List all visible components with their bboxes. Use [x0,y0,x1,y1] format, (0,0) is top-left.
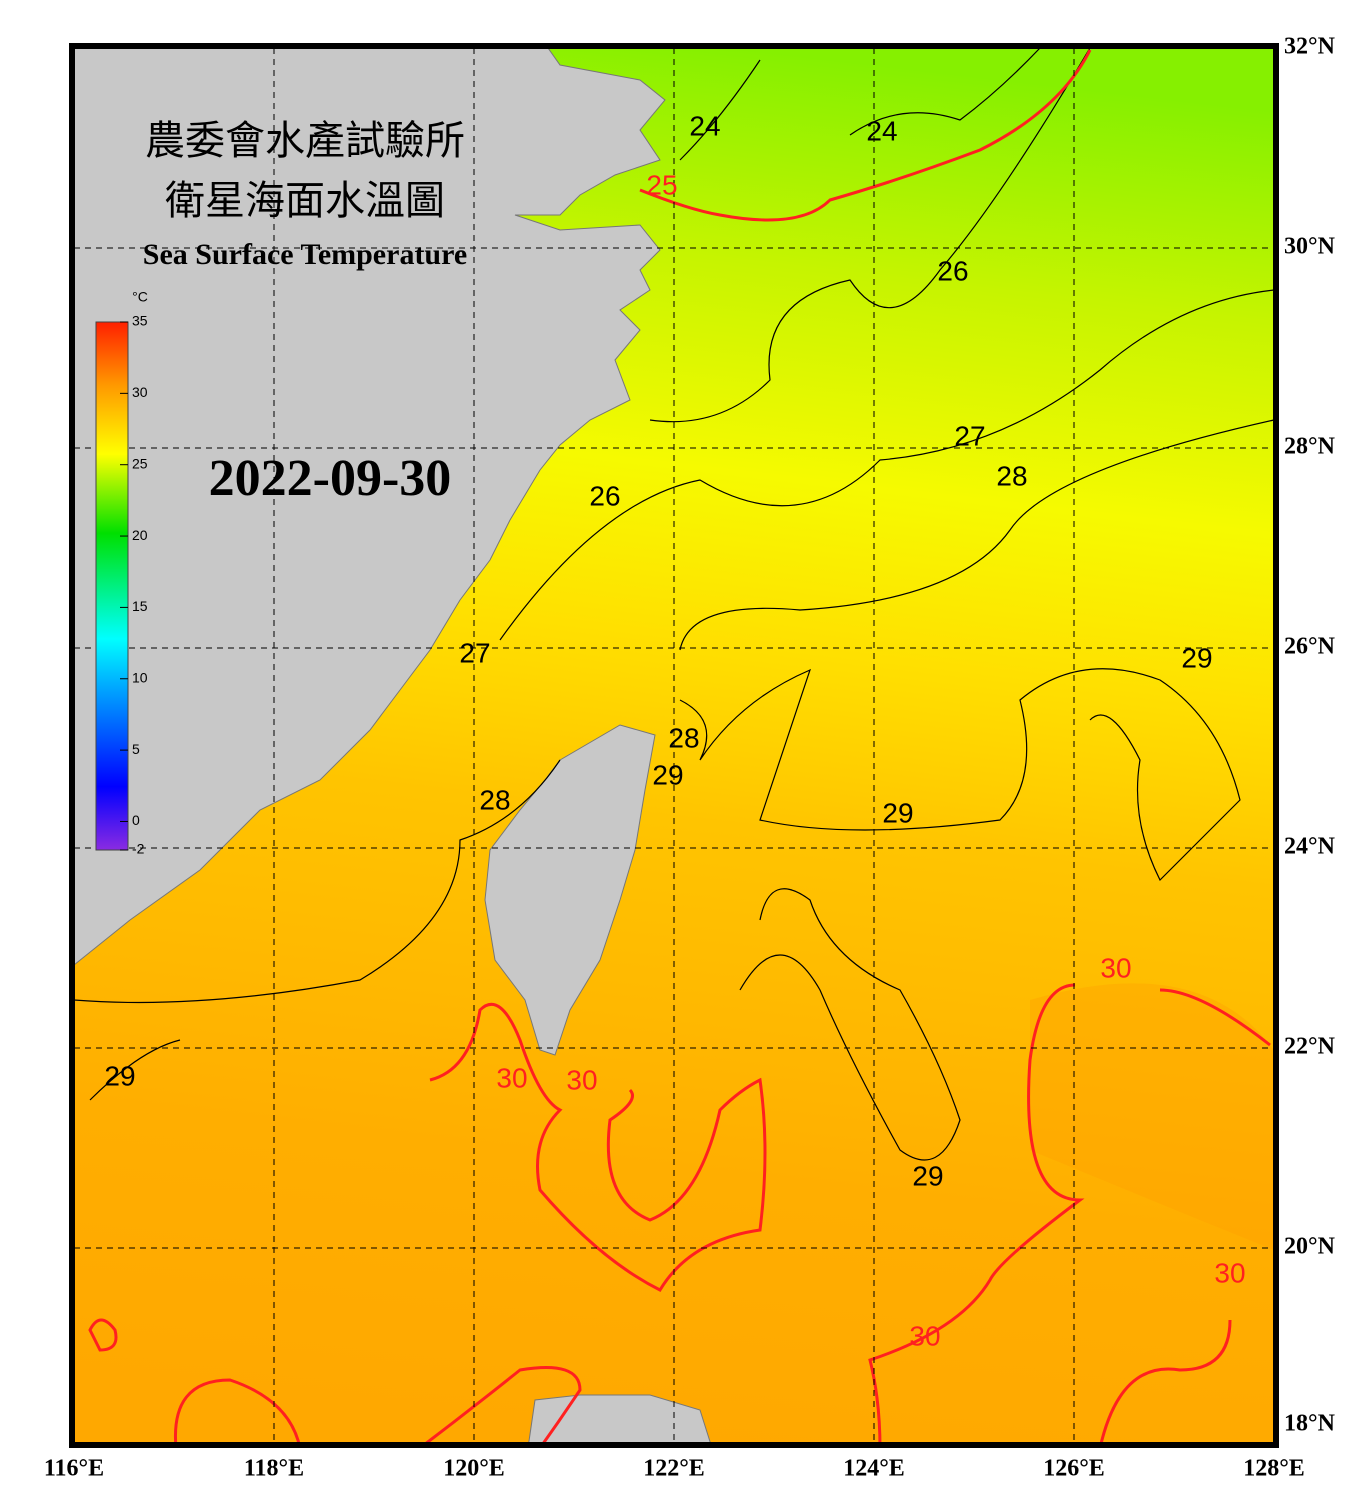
isotherms-30 [88,49,1271,1448]
contour-label: 30 [496,1062,527,1093]
frame [69,43,1279,1448]
date: 2022-09-30 [209,450,452,507]
colorbar-tick-label: 10 [132,669,148,685]
colorbar-unit: °C [132,289,148,305]
lon-tick-label: 122°E [643,1456,705,1482]
contour-label: 27 [459,637,490,668]
lon-tick-label: 116°E [44,1456,104,1482]
land-china [74,48,666,966]
lat-tick-label: 26°N [1284,634,1336,660]
contour-label: 27 [954,420,985,451]
contour-label: 29 [104,1060,135,1091]
contour-label: 29 [912,1160,943,1191]
graticule [74,48,1274,1448]
isotherm [679,419,1274,651]
colorbar-tick-label: 15 [132,598,148,614]
contour-label: 28 [479,784,510,815]
axis-labels: 116°E 118°E 120°E 122°E 124°E 126°E 128°E 18°N 2… [44,34,1336,1482]
map-body: 24 24 25 26 27 28 26 27 29 28 29 28 29 30 29 30 30 29 30 30 [74,48,1274,1448]
contour-label: 24 [689,110,720,141]
isotherm [499,289,1274,641]
warm-patch [1030,983,1274,1250]
isotherms [74,48,1274,1161]
colorbar-ticks: -2 0 5 10 15 20 25 30 35 [120,313,148,857]
title-zh-2: 衛星海面水溫圖 [165,178,445,223]
colorbar-tick-label: 30 [132,384,148,400]
lat-tick-label: 20°N [1284,1234,1336,1260]
contour-label: 24 [866,115,897,146]
contour-label: 29 [1181,642,1212,673]
isotherm [89,888,961,1161]
contour-label: 30 [566,1064,597,1095]
isotherm [74,759,561,1004]
contour-labels: 24 24 25 26 27 28 26 27 29 28 29 28 29 30 29 30 30 29 30 30 [104,110,1245,1351]
contour-label: 26 [937,255,968,286]
colorbar-tick-label: 20 [132,527,148,543]
colorbar-tick-label: 35 [132,313,148,329]
isotherm [679,48,1041,161]
colorbar-tick-label: 0 [132,812,140,828]
contour-label: 28 [668,722,699,753]
title-zh-1: 農委會水產試驗所 [145,118,465,163]
colorbar-tick-label: 5 [132,741,140,757]
lon-tick-label: 120°E [443,1456,505,1482]
contour-label: 25 [646,169,677,200]
lon-tick-label: 118°E [244,1456,304,1482]
land-luzon [527,1394,713,1448]
isotherm [649,48,1091,423]
lat-tick-label: 24°N [1284,834,1336,860]
contour-label: 29 [882,797,913,828]
colorbar [95,321,129,851]
contour-label: 28 [996,460,1027,491]
lon-tick-label: 128°E [1243,1456,1305,1482]
lat-tick-label: 32°N [1284,34,1336,60]
isotherm [88,1318,1232,1448]
isotherm [639,49,1092,222]
isotherm [173,1366,582,1448]
colorbar-tick-label: -2 [132,841,145,857]
contour-label: 30 [1100,952,1131,983]
land-taiwan [484,724,656,1056]
colorbar-tick-label: 25 [132,455,148,471]
isotherm [868,983,1271,1448]
isotherm [679,668,1241,882]
lon-tick-label: 126°E [1043,1456,1105,1482]
lon-tick-label: 124°E [843,1456,905,1482]
lat-tick-label: 18°N [1284,1411,1336,1437]
lat-tick-label: 30°N [1284,234,1336,260]
contour-label: 30 [1214,1257,1245,1288]
contour-label: 26 [589,480,620,511]
title-en: Sea Surface Temperature [143,238,467,271]
lat-tick-label: 28°N [1284,434,1336,460]
contour-label: 29 [652,759,683,790]
lat-tick-label: 22°N [1284,1034,1336,1060]
contour-label: 30 [909,1320,940,1351]
